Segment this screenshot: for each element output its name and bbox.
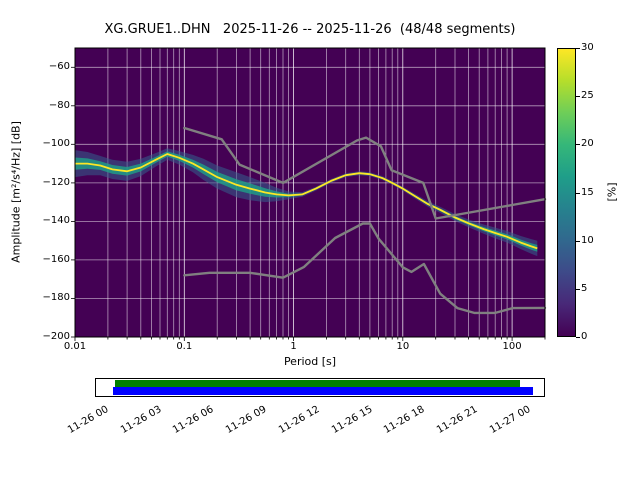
colorbar: [557, 48, 576, 337]
colorbar-tick-mark: [576, 241, 580, 242]
colorbar-tick-mark: [576, 96, 580, 97]
colorbar-tick-label: 15: [581, 186, 594, 198]
timeline-tick-label: 11-26 12: [276, 404, 322, 437]
timeline-coverage-green: [115, 380, 520, 387]
timeline-tick-label: 11-26 03: [118, 404, 164, 437]
colorbar-tick-mark: [576, 193, 580, 194]
y-tick-label: −100: [42, 138, 70, 150]
colorbar-tick-label: 30: [581, 42, 594, 53]
x-tick-label: 1: [290, 341, 297, 352]
colorbar-tick-label: 10: [581, 234, 594, 246]
timeline-bar: [95, 378, 545, 397]
timeline-tick-label: 11-27 00: [487, 404, 533, 437]
y-axis-label: Amplitude [m²/s⁴/Hz] [dB]: [9, 121, 23, 263]
y-tick-label: −80: [48, 99, 70, 111]
timeline-tick-label: 11-26 06: [171, 404, 216, 437]
x-tick-label: 100: [502, 341, 522, 352]
y-tick-label: −120: [42, 176, 70, 188]
colorbar-tick-label: 20: [581, 138, 594, 150]
colorbar-tick-mark: [576, 48, 580, 49]
timeline-coverage-blue: [113, 387, 533, 395]
timeline-tick-label: 11-26 09: [224, 404, 269, 437]
colorbar-tick-label: 0: [581, 331, 588, 342]
colorbar-tick-mark: [576, 337, 580, 338]
y-tick-label: −140: [42, 215, 70, 227]
y-tick-label: −60: [48, 61, 70, 73]
colorbar-tick-mark: [576, 144, 580, 145]
x-tick-label: 10: [396, 341, 410, 352]
x-tick-label: 0.1: [176, 341, 193, 352]
ppsd-plot: [71, 47, 547, 341]
colorbar-tick-label: 25: [581, 90, 594, 102]
x-tick-label: 0.01: [63, 341, 87, 352]
colorbar-label: [%]: [605, 182, 619, 202]
colorbar-tick-label: 5: [581, 282, 588, 294]
timeline-tick-label: 11-26 18: [382, 404, 427, 437]
colorbar-tick-mark: [576, 289, 580, 290]
y-tick-label: −160: [42, 253, 70, 265]
y-tick-label: −180: [42, 292, 70, 304]
timeline-tick-label: 11-26 15: [329, 404, 374, 437]
x-axis-label: Period [s]: [283, 355, 337, 368]
y-tick-label: −200: [42, 331, 70, 342]
chart-title: XG.GRUE1..DHN 2025-11-26 -- 2025-11-26 (…: [104, 22, 516, 37]
timeline-tick-label: 11-26 21: [434, 404, 480, 437]
timeline-tick-label: 11-26 00: [66, 404, 111, 437]
